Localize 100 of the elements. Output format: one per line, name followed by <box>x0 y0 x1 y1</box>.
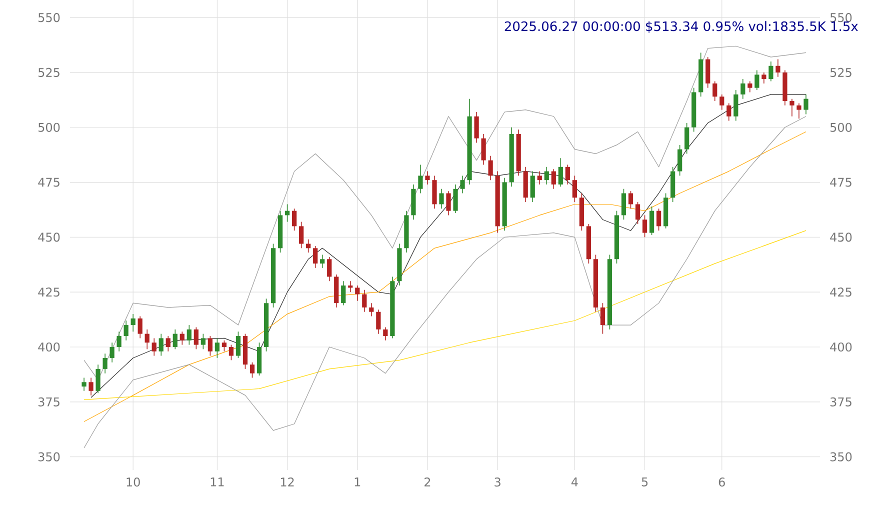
candlestick <box>740 78 746 100</box>
candlestick <box>544 166 549 185</box>
candlestick <box>481 134 486 166</box>
candlestick <box>565 164 570 185</box>
x-tick-label: 2 <box>424 478 430 486</box>
candlestick <box>446 190 451 216</box>
candlestick <box>320 254 325 268</box>
candlestick <box>158 333 164 356</box>
candlestick <box>684 122 690 154</box>
candlestick <box>748 80 752 93</box>
candlestick <box>102 353 108 374</box>
candlestick <box>600 302 606 334</box>
candlestick <box>418 164 423 194</box>
candlestick <box>180 331 184 346</box>
x-tick-label: 4 <box>571 478 578 486</box>
candlestick <box>222 340 227 352</box>
y-tick-label: 475 <box>38 178 60 187</box>
candlestick <box>678 144 682 176</box>
candlestick <box>208 336 213 356</box>
candlestick <box>530 170 535 202</box>
y-tick-label: 450 <box>38 232 60 242</box>
candlestick <box>642 214 648 238</box>
candlestick <box>488 156 493 180</box>
candlestick <box>762 72 766 84</box>
candlestick <box>369 302 374 317</box>
candlestick <box>362 289 367 312</box>
candlestick <box>214 338 220 358</box>
candlestick <box>200 333 206 350</box>
candlestick <box>82 377 86 392</box>
candlestick <box>796 102 802 119</box>
candlestick <box>172 329 178 350</box>
candlestick <box>768 61 774 82</box>
x-tick-label: 11 <box>210 478 224 486</box>
candlestick <box>138 316 142 339</box>
candlestick <box>110 342 114 363</box>
candlestick <box>628 190 634 210</box>
candlestick <box>754 70 760 90</box>
candlestick <box>776 58 780 78</box>
candlestick <box>474 112 479 144</box>
x-tick-label: 3 <box>494 478 500 487</box>
y2-tick-label: 525 <box>830 68 852 78</box>
y2-tick-label: 425 <box>830 288 852 297</box>
candlestick <box>425 170 430 185</box>
x-tick-label: 1 <box>354 478 360 486</box>
candlestick <box>355 285 360 302</box>
candlestick <box>656 208 662 231</box>
y-tick-label: 375 <box>38 397 60 406</box>
candlestick <box>96 364 100 394</box>
y2-tick-label: 375 <box>830 397 852 406</box>
y2-tick-label: 500 <box>830 122 852 132</box>
candlestick <box>453 184 458 214</box>
x-tick-label: 6 <box>718 478 725 487</box>
candlestick <box>228 344 234 361</box>
candlestick <box>250 362 255 378</box>
candlestick <box>292 208 297 231</box>
candlestick <box>734 90 738 122</box>
candlestick <box>383 326 388 341</box>
candlestick <box>116 331 122 352</box>
candlestick <box>327 256 332 282</box>
candlestick <box>460 175 465 194</box>
candlestick <box>649 206 654 236</box>
y2-tick-label: 475 <box>830 178 852 187</box>
candlestick <box>621 188 626 220</box>
candlestick <box>376 309 381 334</box>
candlestick <box>572 175 577 202</box>
candlestick <box>299 221 304 249</box>
candlestick <box>712 80 718 102</box>
y2-tick-label: 400 <box>830 342 852 352</box>
y2-tick-label: 350 <box>830 452 852 462</box>
candlestick <box>790 98 794 117</box>
y-tick-label: 425 <box>38 288 60 297</box>
candlestick <box>236 331 241 358</box>
candlestick <box>124 320 128 341</box>
y-tick-label: 500 <box>38 122 60 132</box>
text: 2025.06.27 00:00:00 $513.34 0.95% vol:1835.5K 1.5x <box>504 21 858 33</box>
candlestick <box>88 377 94 396</box>
x-tick-label: 12 <box>280 478 294 486</box>
candlestick <box>804 94 808 115</box>
y-tick-label: 400 <box>38 342 60 352</box>
candlestick <box>313 246 318 268</box>
y2-tick-label: 450 <box>830 232 852 242</box>
candlestick <box>152 338 156 356</box>
candlestick <box>194 326 198 350</box>
candlestick <box>551 168 556 190</box>
candlestick <box>720 94 724 110</box>
line-series <box>90 94 806 398</box>
candlestick <box>166 336 170 352</box>
candlestick <box>144 329 150 350</box>
candlestick <box>439 188 444 210</box>
y-tick-label: 525 <box>38 68 60 78</box>
candlestick <box>130 314 136 332</box>
candlestick <box>341 280 346 306</box>
y-tick-label: 550 <box>38 13 60 22</box>
x-tick-label: 10 <box>126 478 140 487</box>
candlestick <box>558 158 563 188</box>
candlestick <box>635 202 640 224</box>
candlestick <box>537 170 542 185</box>
y2-tick-label: 550 <box>830 13 852 22</box>
x-tick-label: 5 <box>642 478 648 486</box>
y-tick-label: 350 <box>38 452 60 462</box>
